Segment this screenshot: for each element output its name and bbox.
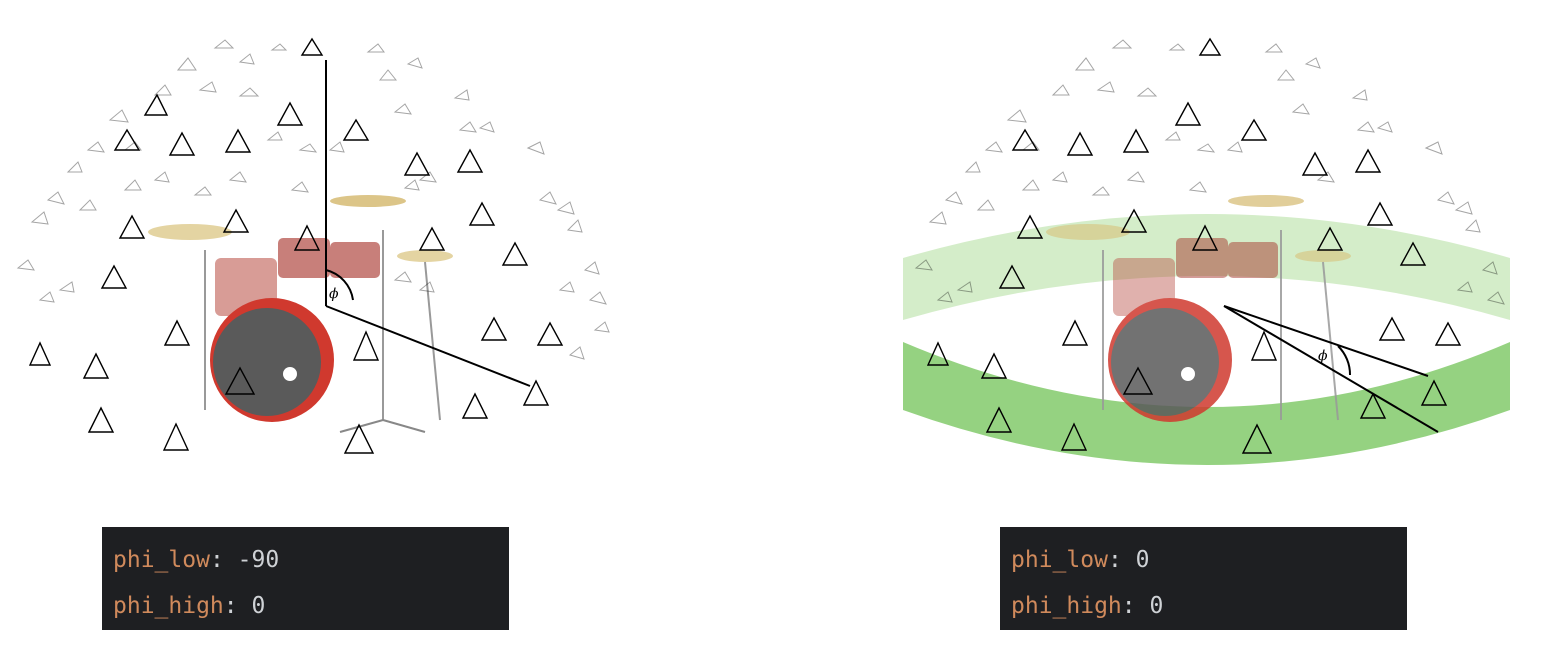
right-horizontal-ray xyxy=(1223,305,1429,377)
right-phi-label: ϕ xyxy=(1318,348,1328,364)
config-value: -90 xyxy=(237,547,280,573)
left-phi-label: ϕ xyxy=(329,286,339,302)
right-faint-cameras xyxy=(914,39,1505,305)
left-view-ray xyxy=(325,305,531,387)
right-config-line-phi-low: phi_low: 0 xyxy=(1011,547,1150,573)
left-drum-kit xyxy=(148,195,453,433)
right-band-light xyxy=(903,214,1510,320)
config-key: phi_high xyxy=(113,593,224,619)
left-solid-cameras xyxy=(28,37,564,454)
left-config-line-phi-high: phi_high: 0 xyxy=(113,593,266,619)
right-phi-arc xyxy=(1337,345,1352,376)
right-band-dark xyxy=(903,342,1510,465)
left-diagram-svg: ϕ xyxy=(16,37,610,454)
right-diagram-svg: ϕ xyxy=(903,37,1510,465)
config-value: 0 xyxy=(251,593,266,619)
config-key: phi_high xyxy=(1011,593,1122,619)
right-drum-kit xyxy=(1046,195,1351,422)
left-config-line-phi-low: phi_low: -90 xyxy=(113,547,280,573)
config-key: phi_low xyxy=(113,547,210,573)
right-diagram: ϕ xyxy=(898,0,1518,470)
right-solid-cameras xyxy=(926,37,1462,454)
left-faint-cameras xyxy=(16,39,610,360)
left-config-block: phi_low: -90 phi_high: 0 xyxy=(102,527,509,630)
left-phi-arc xyxy=(325,269,354,301)
right-angle-lines xyxy=(1223,305,1439,433)
config-value: 0 xyxy=(1149,593,1164,619)
left-camera-dome xyxy=(16,37,610,454)
left-angle-lines xyxy=(325,60,531,387)
config-value: 0 xyxy=(1135,547,1150,573)
right-config-line-phi-high: phi_high: 0 xyxy=(1011,593,1164,619)
config-key: phi_low xyxy=(1011,547,1108,573)
right-camera-dome xyxy=(914,37,1505,454)
right-view-ray xyxy=(1223,305,1439,433)
left-diagram: ϕ xyxy=(0,0,620,470)
right-config-block: phi_low: 0 phi_high: 0 xyxy=(1000,527,1407,630)
